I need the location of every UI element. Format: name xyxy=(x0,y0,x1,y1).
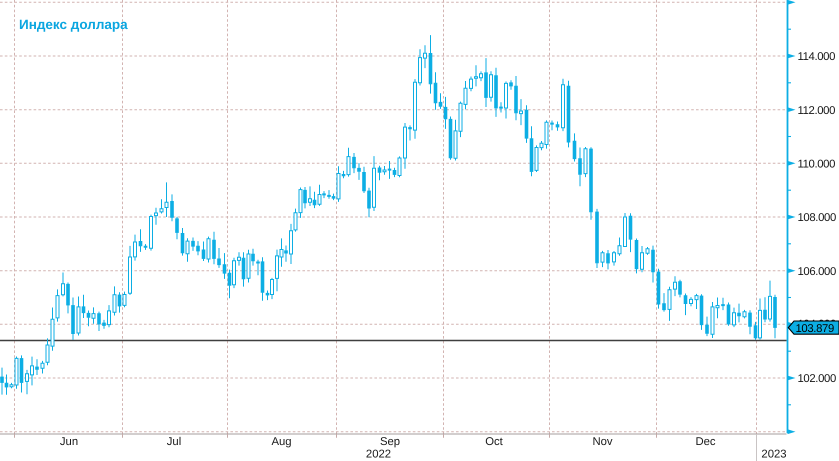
svg-text:114.000: 114.000 xyxy=(798,51,836,63)
svg-text:Nov: Nov xyxy=(592,436,612,448)
svg-text:108.000: 108.000 xyxy=(798,212,836,224)
svg-text:Jun: Jun xyxy=(60,436,78,448)
svg-text:Sep: Sep xyxy=(380,436,400,448)
svg-text:112.000: 112.000 xyxy=(798,105,836,117)
svg-text:2022: 2022 xyxy=(366,449,391,461)
svg-text:Dec: Dec xyxy=(695,436,715,448)
svg-text:106.000: 106.000 xyxy=(798,266,836,278)
svg-text:2023: 2023 xyxy=(761,449,786,461)
svg-text:103.879: 103.879 xyxy=(796,323,834,335)
svg-text:Jul: Jul xyxy=(167,436,181,448)
svg-text:Aug: Aug xyxy=(271,436,291,448)
svg-text:102.000: 102.000 xyxy=(798,373,836,385)
svg-text:Oct: Oct xyxy=(485,436,503,448)
svg-text:110.000: 110.000 xyxy=(798,159,836,171)
svg-text:Индекс доллара: Индекс доллара xyxy=(19,17,128,32)
